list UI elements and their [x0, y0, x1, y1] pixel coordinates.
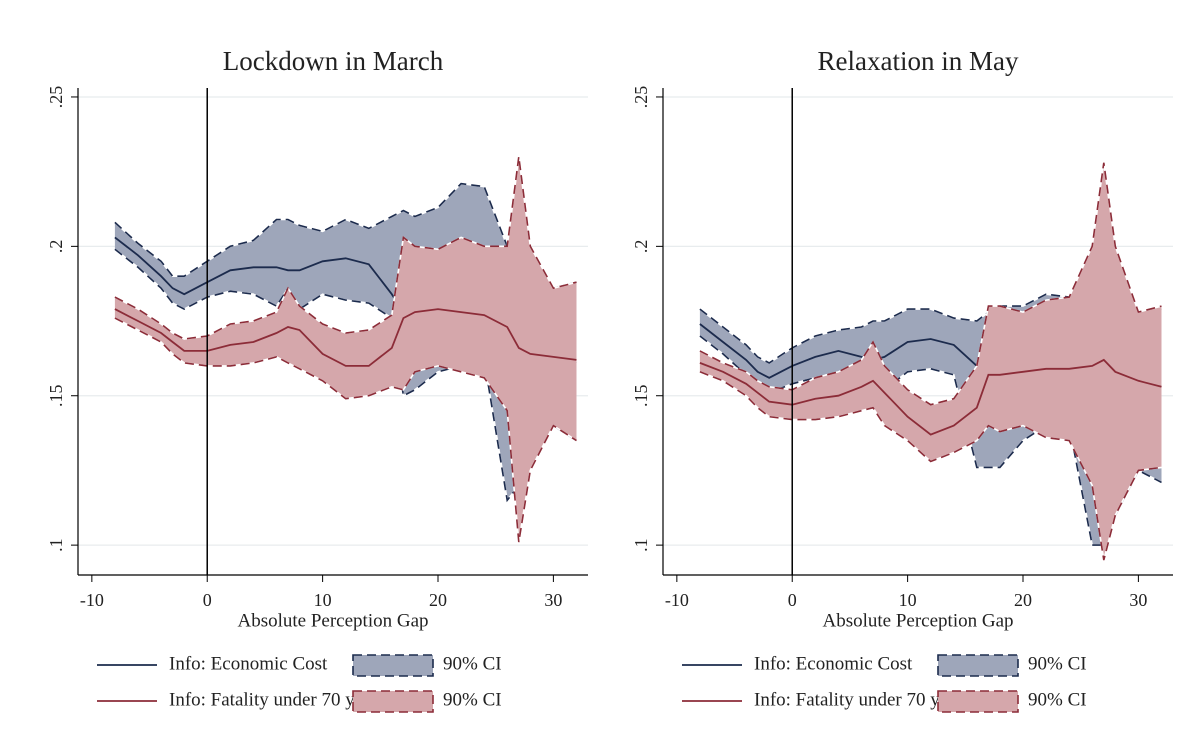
y-tick-label: .2 — [46, 240, 66, 254]
legend-swatch — [352, 654, 434, 677]
ci-edge — [114, 248, 577, 503]
y-tick-label: .15 — [46, 384, 66, 407]
x-tick-label: 30 — [1129, 590, 1147, 610]
x-tick-label: 20 — [1014, 590, 1032, 610]
panel: Relaxation in May .1 .15 .2 .25 -10 0 10 20 30 Abs… — [631, 46, 1173, 713]
x-tick-label: 10 — [899, 590, 917, 610]
legend-label: Info: Economic Cost — [169, 653, 328, 674]
ci-edge — [114, 156, 577, 340]
legend-label: 90% CI — [443, 653, 502, 674]
x-tick-label: -10 — [665, 590, 689, 610]
y-tick-label: .1 — [631, 538, 651, 552]
x-tick-label: 30 — [544, 590, 562, 610]
ci-edge — [699, 293, 1162, 364]
y-tick-label: .25 — [631, 86, 651, 109]
legend-label: 90% CI — [443, 689, 502, 710]
legend-swatch — [352, 690, 434, 713]
chart-title: Relaxation in May — [818, 46, 1019, 76]
y-tick-label: .15 — [631, 384, 651, 407]
legend-label: 90% CI — [1028, 653, 1087, 674]
ci-band — [699, 162, 1162, 561]
y-tick-label: .25 — [46, 86, 66, 109]
legend-swatch — [937, 690, 1019, 713]
legend-label: 90% CI — [1028, 689, 1087, 710]
x-tick-label: 20 — [429, 590, 447, 610]
x-tick-label: -10 — [80, 590, 104, 610]
ci-edge — [114, 317, 577, 543]
x-tick-label: 0 — [788, 590, 797, 610]
legend-label: Info: Fatality under 70 years — [169, 689, 385, 710]
ci-band — [114, 156, 577, 543]
chart-title: Lockdown in March — [223, 46, 444, 76]
x-tick-label: 10 — [314, 590, 332, 610]
series-line — [699, 358, 1162, 436]
ci-edge — [699, 371, 1162, 561]
x-axis-label: Absolute Perception Gap — [822, 610, 1013, 631]
x-tick-label: 0 — [203, 590, 212, 610]
series-line — [114, 308, 577, 367]
panel: Lockdown in March .1 .15 .2 .25 -10 0 10 20 30 Abs… — [46, 46, 588, 713]
y-tick-label: .1 — [46, 538, 66, 552]
x-axis-label: Absolute Perception Gap — [237, 610, 428, 631]
legend-swatch — [937, 654, 1019, 677]
legend-label: Info: Economic Cost — [754, 653, 913, 674]
ci-edge — [699, 162, 1162, 406]
legend-label: Info: Fatality under 70 years — [754, 689, 970, 710]
y-tick-label: .2 — [631, 240, 651, 254]
